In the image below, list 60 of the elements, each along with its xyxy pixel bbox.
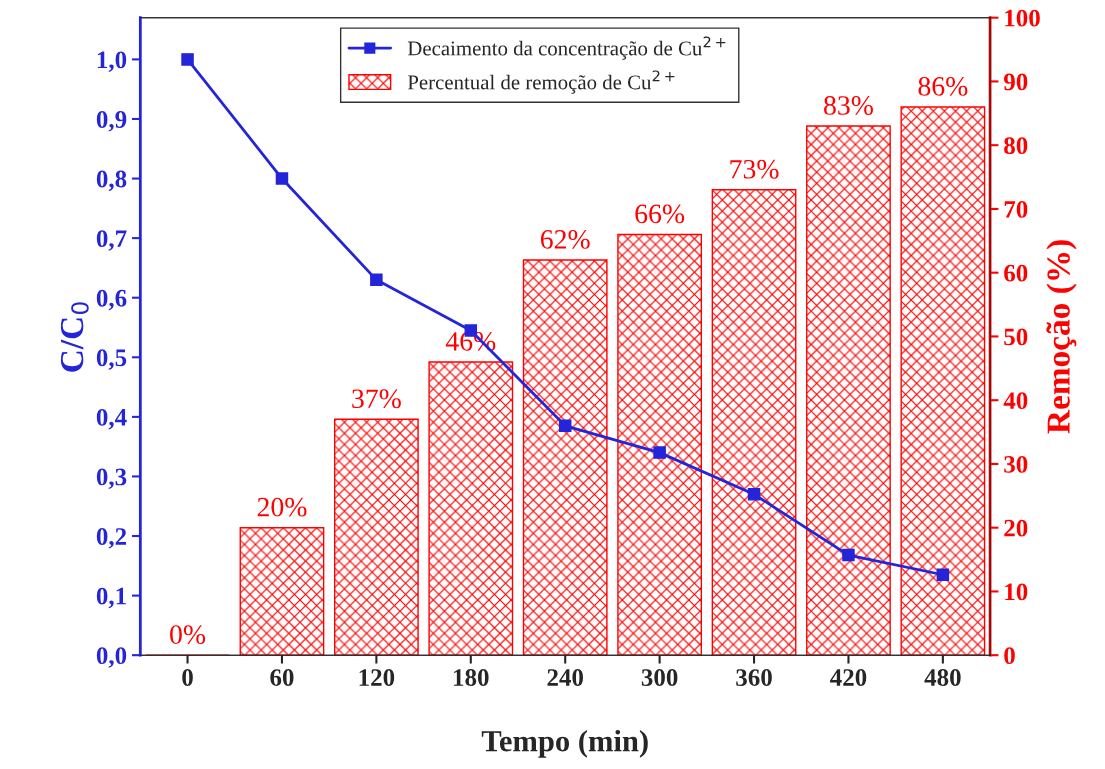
y2-tick-label: 100 [1005, 9, 1040, 27]
y-tick-label: 0,2 [96, 528, 127, 549]
x-tick-label: 60 [270, 669, 294, 686]
bar [333, 418, 419, 656]
data-label: 62% [540, 229, 590, 249]
x-tick-label: 420 [830, 669, 867, 686]
y2-tick-label: 60 [1004, 264, 1028, 282]
y-tick-label: 0,7 [96, 230, 127, 251]
point [747, 488, 761, 501]
point [275, 172, 289, 185]
y-axis-title: C/C$_{0}$ [60, 302, 89, 372]
bar [900, 106, 986, 656]
y2-tick-label: 10 [1005, 583, 1028, 601]
y2-tick-label: 0 [1004, 647, 1015, 665]
point [558, 419, 572, 433]
y-tick-label: 0,1 [96, 587, 126, 609]
x-tick-label: 480 [924, 669, 961, 686]
y2-tick-label: 70 [1004, 200, 1028, 218]
legend-label: Percentual de remoção de Cu$^{2+}$ [407, 70, 675, 94]
data-label: 86% [918, 76, 968, 96]
point [936, 568, 950, 582]
bar [522, 259, 608, 656]
data-label: 37% [352, 389, 401, 409]
x-tick-label: 0 [182, 669, 193, 686]
legend-label: Decaimento da concentração de Cu$^{2+}$ [407, 36, 726, 60]
x-tick-label: 180 [454, 669, 489, 686]
x-axis-title: Tempo (min) [481, 729, 648, 758]
point [181, 53, 194, 66]
bar [239, 526, 325, 656]
x-tick-label: 360 [736, 669, 772, 686]
data-label: 73% [730, 159, 779, 179]
y2-tick-label: 30 [1004, 455, 1028, 473]
bar [428, 361, 514, 656]
data-label: 0% [170, 625, 206, 645]
y2-tick-label: 40 [1003, 392, 1028, 410]
y-tick-label: 1,0 [97, 51, 127, 72]
data-label: 20% [257, 497, 307, 517]
y-tick-label: 0,4 [96, 408, 127, 430]
y2-tick-label: 20 [1004, 519, 1028, 537]
x-tick-label: 300 [641, 669, 678, 686]
y-tick-label: 0,3 [96, 468, 127, 489]
point [370, 273, 383, 287]
data-label: 83% [824, 96, 873, 115]
y-tick-label: 0,8 [96, 170, 127, 192]
bar [617, 233, 703, 656]
y-tick-label: 0,0 [96, 647, 127, 668]
y-tick-label: 0,6 [96, 289, 127, 311]
y2-tick-label: 50 [1004, 328, 1028, 346]
y2-axis-title: Remoção (%) [1046, 240, 1077, 434]
point [842, 548, 855, 562]
y2-tick-label: 90 [1003, 73, 1028, 91]
y-tick-label: 0,5 [96, 349, 127, 370]
data-label: 66% [635, 204, 685, 224]
bar [806, 125, 891, 656]
y-tick-label: 0,9 [96, 111, 127, 132]
y2-tick-label: 80 [1004, 137, 1028, 155]
x-tick-label: 240 [547, 669, 583, 686]
point [653, 446, 666, 459]
x-tick-label: 120 [359, 669, 395, 686]
bar [711, 189, 797, 656]
